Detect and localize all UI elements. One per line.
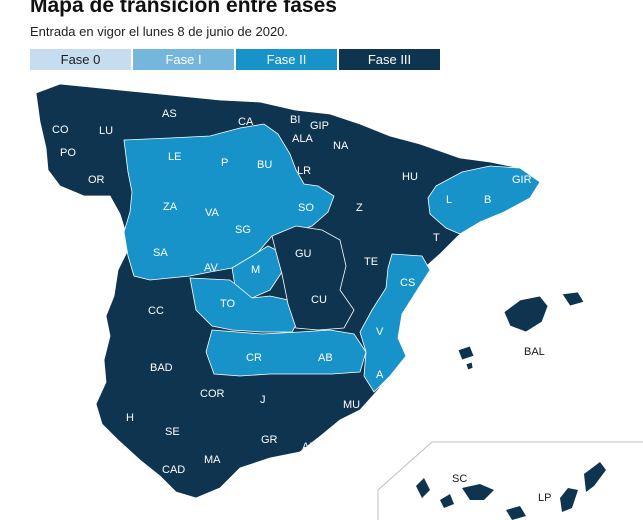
label-gu: GU [295, 248, 312, 260]
canarias-inset-frame [377, 441, 643, 520]
label-bal: BAL [524, 346, 545, 358]
label-v: V [376, 326, 384, 338]
phase-legend: Fase 0 Fase I Fase II Fase III [30, 49, 440, 70]
label-sg: SG [235, 224, 251, 236]
label-h: H [126, 412, 134, 424]
page-title: Mapa de transición entre fases [30, 0, 337, 17]
legend-fase-1: Fase I [133, 49, 234, 70]
label-lp: LP [538, 492, 551, 504]
label-bi: BI [290, 114, 300, 126]
label-cor: COR [200, 388, 225, 400]
guadalajara-cuenca-region [271, 225, 355, 331]
label-to: TO [220, 298, 236, 310]
label-hu: HU [402, 171, 418, 183]
label-as: AS [162, 108, 177, 120]
label-p: P [221, 157, 228, 169]
province-labels: CO LU AS CA BI GIP ALA NA PO OR LE P BU … [52, 108, 551, 504]
label-mu: MU [343, 399, 360, 411]
canarias-islands [416, 462, 606, 520]
ciudad-real-albacete-region [205, 329, 367, 377]
label-cs: CS [400, 277, 415, 289]
label-bad: BAD [150, 362, 173, 374]
legend-fase-0: Fase 0 [30, 49, 131, 70]
label-gip: GIP [310, 120, 329, 132]
label-ma: MA [204, 454, 221, 466]
valencia-coast-region [359, 253, 431, 393]
label-b: B [484, 194, 491, 206]
label-na: NA [333, 140, 349, 152]
label-sc: SC [452, 473, 467, 485]
label-m: M [251, 264, 260, 276]
label-av: AV [204, 262, 219, 274]
page-subtitle: Entrada en vigor el lunes 8 de junio de … [30, 24, 289, 39]
label-cr: CR [246, 352, 262, 364]
label-lu: LU [99, 125, 113, 137]
label-cu: CU [311, 294, 327, 306]
label-bu: BU [257, 159, 272, 171]
catalonia-region [427, 165, 541, 235]
legend-fase-3: Fase III [339, 49, 440, 70]
label-co: CO [52, 124, 69, 136]
label-gir: GIR [512, 174, 532, 186]
label-l: L [446, 194, 452, 206]
label-ab: AB [318, 352, 333, 364]
baleares-islands [457, 291, 585, 371]
label-po: PO [60, 147, 76, 159]
label-ca: CA [238, 116, 254, 128]
label-or: OR [88, 174, 105, 186]
label-va: VA [205, 207, 220, 219]
label-sa: SA [153, 247, 168, 259]
legend-fase-2: Fase II [236, 49, 337, 70]
label-alm: ALM [302, 441, 325, 453]
label-gr: GR [261, 434, 278, 446]
label-lr: LR [297, 165, 311, 177]
label-le: LE [168, 151, 181, 163]
label-t: T [433, 232, 440, 244]
label-z: Z [356, 202, 363, 214]
label-j: J [260, 394, 266, 406]
label-cad: CAD [162, 464, 185, 476]
label-ala: ALA [292, 133, 313, 145]
label-so: SO [298, 202, 314, 214]
label-a: A [376, 369, 384, 381]
label-cc: CC [148, 305, 164, 317]
label-za: ZA [163, 201, 178, 213]
label-se: SE [165, 426, 180, 438]
label-te: TE [364, 256, 378, 268]
